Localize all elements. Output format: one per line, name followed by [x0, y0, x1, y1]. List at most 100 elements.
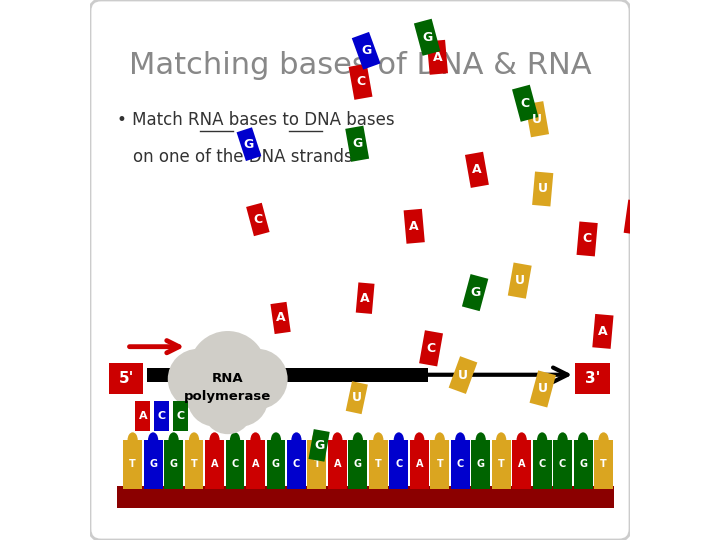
Bar: [574, 440, 593, 489]
Bar: [492, 440, 510, 489]
Text: A: A: [598, 325, 608, 338]
Text: U: U: [352, 391, 361, 404]
Text: A: A: [630, 211, 640, 224]
Bar: [431, 440, 449, 489]
FancyBboxPatch shape: [109, 363, 143, 394]
Ellipse shape: [189, 433, 199, 448]
Text: T: T: [600, 460, 607, 469]
Text: C: C: [582, 232, 592, 246]
Text: C: C: [426, 342, 436, 355]
Bar: [164, 440, 183, 489]
Text: • Match RNA bases to DNA bases: • Match RNA bases to DNA bases: [117, 111, 395, 129]
Ellipse shape: [455, 433, 465, 448]
Circle shape: [212, 370, 268, 427]
Text: A: A: [472, 163, 482, 177]
Text: G: G: [477, 460, 485, 469]
Text: G: G: [149, 460, 157, 469]
Bar: [414, 19, 441, 56]
Bar: [205, 440, 224, 489]
Ellipse shape: [414, 433, 424, 448]
Ellipse shape: [557, 433, 568, 448]
Text: G: G: [361, 44, 372, 57]
Bar: [410, 440, 428, 489]
Text: A: A: [415, 460, 423, 469]
Bar: [173, 401, 189, 431]
Ellipse shape: [516, 433, 527, 448]
Bar: [465, 152, 489, 188]
Text: U: U: [538, 382, 548, 395]
Text: T: T: [375, 460, 382, 469]
Text: U: U: [538, 183, 548, 195]
Text: T: T: [191, 460, 197, 469]
Text: RNA
polymerase: RNA polymerase: [184, 372, 271, 403]
Bar: [246, 203, 269, 236]
Text: C: C: [176, 411, 185, 421]
Bar: [346, 126, 369, 162]
Text: A: A: [276, 312, 285, 325]
Text: G: G: [244, 138, 254, 151]
Ellipse shape: [435, 433, 445, 448]
Bar: [308, 429, 330, 462]
Bar: [154, 401, 169, 431]
Bar: [246, 440, 265, 489]
Bar: [472, 440, 490, 489]
Ellipse shape: [353, 433, 363, 448]
Ellipse shape: [476, 433, 486, 448]
Bar: [287, 440, 306, 489]
Text: C: C: [456, 460, 464, 469]
Text: G: G: [470, 286, 480, 299]
Bar: [594, 440, 613, 489]
Bar: [184, 440, 204, 489]
Ellipse shape: [394, 433, 404, 448]
Text: C: C: [253, 213, 262, 226]
Bar: [266, 440, 285, 489]
Bar: [593, 314, 613, 349]
Text: C: C: [158, 411, 166, 421]
Bar: [123, 440, 142, 489]
Ellipse shape: [578, 433, 588, 448]
Ellipse shape: [312, 433, 322, 448]
Text: A: A: [410, 220, 419, 233]
Bar: [404, 209, 425, 244]
Text: T: T: [130, 460, 136, 469]
Bar: [307, 440, 326, 489]
Text: U: U: [515, 274, 525, 287]
Text: C: C: [231, 460, 238, 469]
Bar: [533, 440, 552, 489]
Ellipse shape: [148, 433, 158, 448]
Bar: [512, 85, 539, 122]
Bar: [348, 440, 367, 489]
Text: U: U: [532, 113, 542, 126]
Bar: [237, 127, 261, 161]
Text: A: A: [139, 411, 147, 421]
Text: 3': 3': [585, 371, 600, 386]
Ellipse shape: [496, 433, 506, 448]
FancyBboxPatch shape: [90, 0, 630, 540]
Text: G: G: [354, 460, 362, 469]
Ellipse shape: [127, 433, 138, 448]
Bar: [449, 356, 477, 394]
Ellipse shape: [332, 433, 343, 448]
Bar: [512, 440, 531, 489]
Bar: [352, 32, 380, 70]
Ellipse shape: [230, 433, 240, 448]
Circle shape: [203, 384, 253, 434]
Bar: [624, 200, 647, 235]
Text: G: G: [352, 137, 362, 150]
Bar: [419, 330, 443, 367]
Bar: [147, 368, 428, 382]
Ellipse shape: [598, 433, 608, 448]
Text: C: C: [395, 460, 402, 469]
Text: C: C: [356, 75, 365, 88]
Text: G: G: [272, 460, 280, 469]
Bar: [390, 440, 408, 489]
Bar: [271, 302, 291, 334]
Bar: [508, 262, 531, 299]
Text: G: G: [579, 460, 587, 469]
Text: T: T: [313, 460, 320, 469]
Text: A: A: [211, 460, 218, 469]
Text: on one of the DNA strands: on one of the DNA strands: [133, 148, 353, 166]
Circle shape: [187, 370, 243, 427]
Bar: [144, 440, 163, 489]
Bar: [348, 64, 372, 100]
